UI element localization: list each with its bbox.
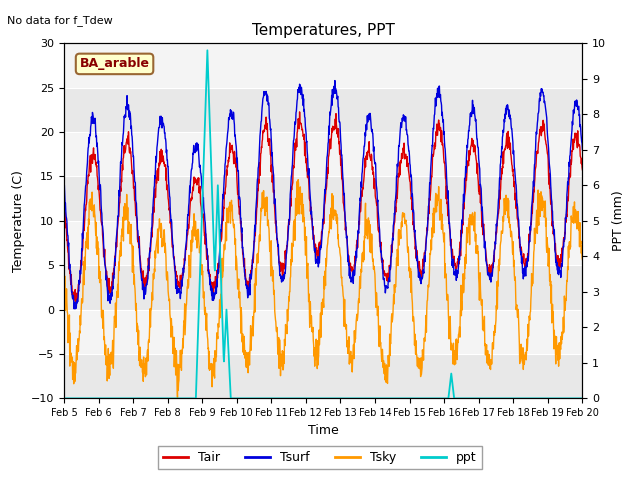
- Y-axis label: Temperature (C): Temperature (C): [12, 170, 26, 272]
- Bar: [64, 265, 582, 310]
- Bar: [64, 354, 582, 398]
- X-axis label: Time: Time: [308, 424, 339, 437]
- Title: Temperatures, PPT: Temperatures, PPT: [252, 23, 395, 38]
- Bar: [64, 43, 582, 87]
- Bar: [64, 176, 582, 221]
- Bar: [64, 87, 582, 132]
- Text: BA_arable: BA_arable: [79, 58, 150, 71]
- Text: No data for f_Tdew: No data for f_Tdew: [7, 15, 113, 26]
- Legend: Tair, Tsurf, Tsky, ppt: Tair, Tsurf, Tsky, ppt: [158, 446, 482, 469]
- Y-axis label: PPT (mm): PPT (mm): [612, 191, 625, 251]
- Bar: [64, 132, 582, 176]
- Bar: [64, 221, 582, 265]
- Bar: [64, 310, 582, 354]
